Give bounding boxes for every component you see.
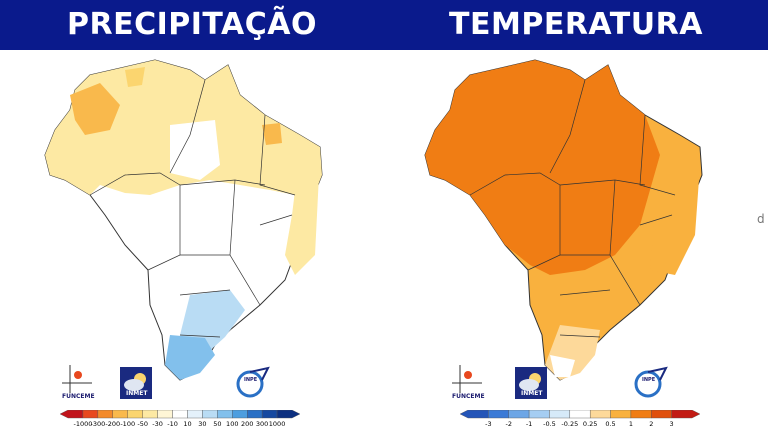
precipitation-title: PRECIPITAÇÃO [67,7,317,42]
colorbar-segment [187,410,203,419]
colorbar-tick-label: 0.25 [582,420,598,428]
east-coast-yellow [285,150,320,275]
colorbar-tick-label: -300 [90,420,106,428]
colorbar-segment [276,410,300,419]
colorbar-tick-label: -2 [505,420,512,428]
state-borders-temp [469,79,676,338]
colorbar-tick-label: -1 [525,420,533,428]
colorbar-segment [246,410,263,419]
central-white-hole [170,120,220,180]
precipitation-colorbar [60,410,300,419]
temperature-colorbar [460,410,700,419]
colorbar-tick-label: 100 [226,420,239,428]
colorbar-segment [569,410,591,419]
colorbar-segment [217,410,233,419]
colorbar-tick-label: 0.5 [605,420,616,428]
colorbar-segment [261,410,278,419]
temperature-map [424,59,703,381]
precipitation-colorbar-labels: -1000 -300 -200 -100 -50 -30 -10 10 30 50 100 200 30… [60,420,300,430]
colorbar-segment [97,410,113,419]
funceme-label: FUNCEME [62,393,95,400]
inmet-logo-2 [515,367,547,399]
left-logos: FUNCEME INMET INPE [60,363,290,403]
colorbar-segment [202,410,218,419]
colorbar-tick-label: 300 [255,420,269,428]
colorbar-tick-label: 2 [649,420,654,428]
northwest-orange-patch [70,83,120,135]
colorbar-segment [671,410,700,419]
colorbar-segment [172,410,188,419]
colorbar-tick-label: -0.5 [543,420,556,428]
funceme-logo [62,365,92,393]
colorbar-segment [488,410,509,419]
funceme-label-2: FUNCEME [452,393,485,400]
inmet-label-2: INMET [521,390,543,397]
colorbar-segment [651,410,672,419]
inpe-logo-2 [634,366,668,398]
colorbar-tick-label: -10 [167,420,178,428]
colorbar-segment [60,410,84,419]
colorbar-segment [82,410,99,419]
colorbar-segment [549,410,571,419]
temp-east-moderate [650,155,700,275]
header-bar: PRECIPITAÇÃO TEMPERATURA [0,0,768,50]
colorbar-segment [589,410,611,419]
south-strong-negative [165,335,215,380]
colorbar-segment [460,410,489,419]
colorbar-tick-label: 10 [183,420,192,428]
inmet-logo [120,367,152,399]
colorbar-segment [157,410,173,419]
temperature-colorbar-labels: -3 -2 -1 -0.5 -0.25 0.25 0.5 1 2 3 [460,420,700,430]
state-borders [89,79,296,338]
colorbar-segment [232,410,248,419]
colorbar-segment [508,410,530,419]
side-mark: ⅾ [757,212,765,226]
colorbar-segment [630,410,652,419]
colorbar-segment [127,410,143,419]
inpe-label-2: INPE [642,377,656,383]
colorbar-segment [610,410,632,419]
colorbar-tick-label: -0.25 [561,420,579,428]
colorbar-tick-label: 1 [628,420,633,428]
colorbar-segment [112,410,128,419]
inpe-logo [236,366,270,398]
colorbar-tick-label: 30 [198,420,207,428]
colorbar-tick-label: 50 [213,420,222,428]
northwest-orange-patch-2 [125,67,145,87]
temperature-title: TEMPERATURA [449,7,703,42]
colorbar-tick-label: 200 [240,420,254,428]
colorbar-tick-label: 3 [669,420,674,428]
colorbar-segment [142,410,158,419]
inmet-label: INMET [126,390,148,397]
right-logos: FUNCEME INMET INPE [450,363,680,403]
funceme-logo-2 [452,365,482,393]
colorbar-tick-label: 1000 [268,420,286,428]
temp-strong-anomaly [425,60,660,275]
northeast-orange-patch [262,123,282,145]
colorbar-tick-label: -200 [105,420,121,428]
colorbar-tick-label: -50 [137,420,148,428]
colorbar-tick-label: -30 [152,420,163,428]
colorbar-tick-label: -100 [120,420,136,428]
colorbar-segment [528,410,550,419]
colorbar-tick-label: -1000 [73,420,93,428]
precipitation-map [44,59,323,381]
temp-south-neutral [550,355,575,377]
colorbar-tick-label: -3 [485,420,492,428]
inpe-label: INPE [244,377,258,383]
